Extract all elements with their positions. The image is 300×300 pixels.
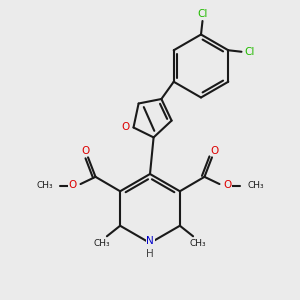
Text: CH₃: CH₃ xyxy=(247,181,264,190)
Text: O: O xyxy=(82,146,90,156)
Text: O: O xyxy=(210,146,218,156)
Text: CH₃: CH₃ xyxy=(94,239,110,248)
Text: O: O xyxy=(224,180,232,190)
Text: O: O xyxy=(121,122,129,132)
Text: N: N xyxy=(146,236,154,246)
Text: CH₃: CH₃ xyxy=(36,181,53,190)
Text: Cl: Cl xyxy=(197,9,208,19)
Text: Cl: Cl xyxy=(244,47,254,57)
Text: CH₃: CH₃ xyxy=(190,239,206,248)
Text: H: H xyxy=(146,249,154,260)
Text: O: O xyxy=(68,180,76,190)
